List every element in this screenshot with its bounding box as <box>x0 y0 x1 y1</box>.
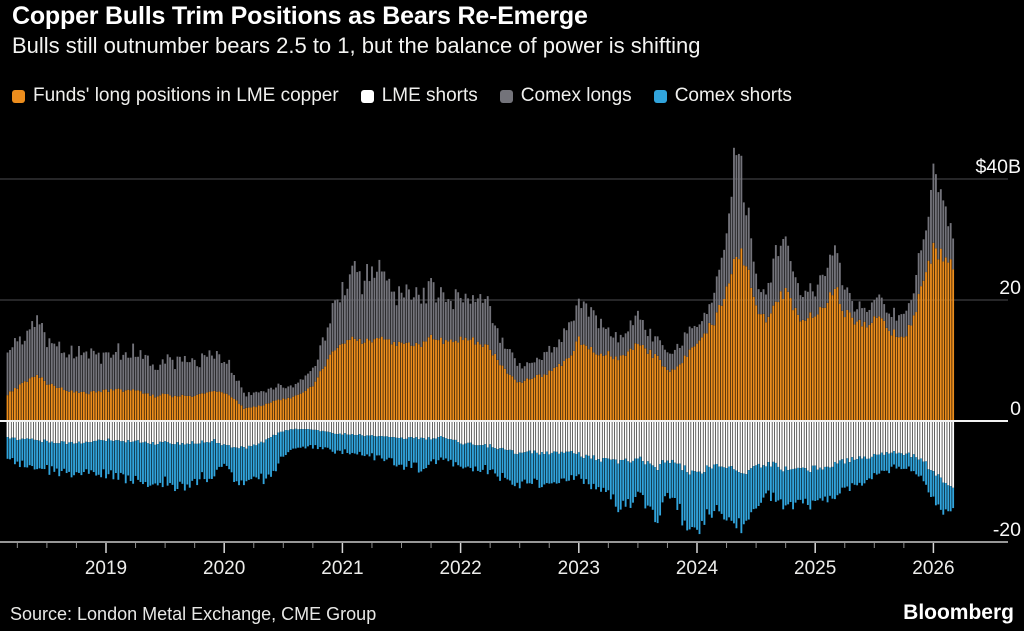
y-axis-labels: $40B 20 0 -20 <box>975 156 1021 541</box>
legend-item-comex-longs: Comex longs <box>499 85 632 107</box>
gridlines <box>0 178 1008 301</box>
series-comex-longs <box>6 147 955 409</box>
x-tick-label-2026: 2026 <box>912 558 954 579</box>
x-axis <box>0 541 1008 553</box>
chart-title: Copper Bulls Trim Positions as Bears Re-… <box>12 2 588 30</box>
legend-item-lme-shorts: LME shorts <box>360 85 478 107</box>
source-note: Source: London Metal Exchange, CME Group <box>10 604 377 624</box>
series-lme-shorts <box>6 422 955 488</box>
chart-subtitle: Bulls still outnumber bears 2.5 to 1, bu… <box>12 33 701 58</box>
series-comex-shorts <box>6 428 955 535</box>
y-tick-label-20: 20 <box>999 277 1021 299</box>
x-tick-label-2019: 2019 <box>85 558 127 579</box>
lme-shorts-swatch-icon <box>360 89 374 103</box>
x-tick-label-2024: 2024 <box>676 558 719 579</box>
legend-item-comex-shorts: Comex shorts <box>653 85 792 107</box>
comex-longs-swatch-icon <box>499 89 513 103</box>
x-tick-label-2022: 2022 <box>439 558 481 579</box>
lme-longs-swatch-icon <box>12 89 25 103</box>
y-tick-label-0: 0 <box>1010 398 1021 420</box>
bloomberg-logo: Bloomberg <box>903 601 1014 624</box>
y-tick-label-40: $40B <box>975 156 1021 178</box>
series-funds-long-positions-in-lme-copper <box>6 242 955 421</box>
comex-shorts-swatch-icon <box>653 89 667 103</box>
legend: Funds' long positions in LME copper LME … <box>12 85 792 107</box>
x-tick-label-2020: 2020 <box>203 558 245 579</box>
legend-label-lme-shorts: LME shorts <box>381 85 478 106</box>
legend-label-comex-shorts: Comex shorts <box>674 85 792 106</box>
x-tick-label-2023: 2023 <box>558 558 600 579</box>
x-tick-label-2021: 2021 <box>321 558 363 579</box>
y-tick-label--20: -20 <box>993 519 1021 541</box>
x-tick-label-2025: 2025 <box>794 558 836 579</box>
x-axis-labels: 2019 2020 2021 2022 2023 2024 2025 2026 <box>85 558 955 579</box>
legend-label-comex-longs: Comex longs <box>520 85 632 106</box>
legend-item-lme-longs: Funds' long positions in LME copper <box>12 85 339 107</box>
legend-label-lme-longs: Funds' long positions in LME copper <box>33 85 339 106</box>
